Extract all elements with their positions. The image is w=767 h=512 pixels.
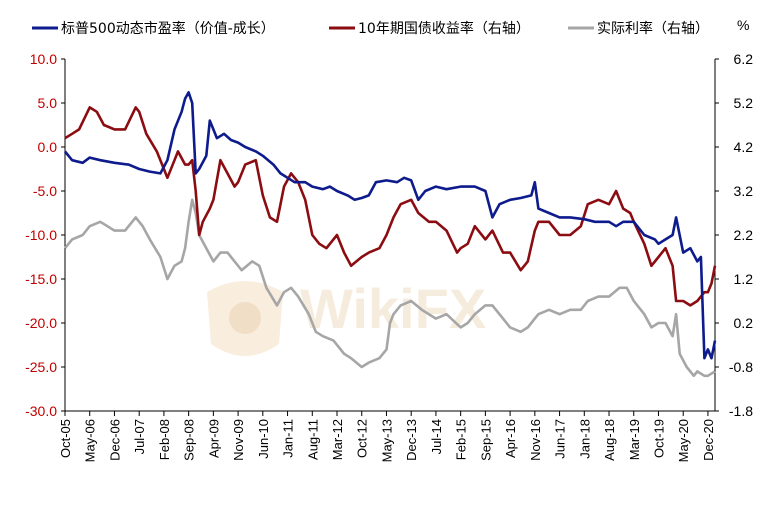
left-tick-label: 5.0: [38, 95, 58, 111]
x-tick-label: May-06: [83, 419, 98, 462]
x-tick-label: Nov-09: [231, 419, 246, 461]
x-tick-label: Sep-08: [182, 419, 197, 461]
x-tick-label: Jul-14: [429, 419, 444, 454]
left-tick-label: 10.0: [30, 51, 57, 67]
x-tick-label: Sep-15: [478, 419, 493, 461]
right-tick-label: -1.8: [729, 403, 753, 419]
x-tick-label: Apr-09: [206, 419, 221, 458]
x-tick-label: Apr-16: [503, 419, 518, 458]
x-tick-label: Jan-18: [577, 419, 592, 459]
left-tick-label: -30.0: [25, 403, 57, 419]
x-tick-label: Oct-12: [355, 419, 370, 458]
x-tick-label: Jun-10: [256, 419, 271, 459]
wikifx-logo-icon: [207, 281, 283, 356]
left-tick-label: -5.0: [33, 183, 57, 199]
watermark-text: WikiFX: [300, 277, 486, 340]
x-tick-label: Oct-05: [58, 419, 73, 458]
series-layer: [63, 91, 717, 378]
right-tick-label: 2.2: [734, 227, 754, 243]
x-tick-label: Feb-15: [454, 419, 469, 460]
x-tick-label: Aug-18: [602, 419, 617, 461]
left-tick-label: -25.0: [25, 359, 57, 375]
left-tick-label: -10.0: [25, 227, 57, 243]
x-tick-label: May-20: [676, 419, 691, 462]
legend-label-1: 10年期国债收益率（右轴）: [358, 20, 530, 37]
right-tick-label: 1.2: [734, 271, 754, 287]
right-tick-label: 3.2: [734, 183, 754, 199]
axes: 10.0 5.0 0.0 -5.0 -10.0 -15.0 -20.0 -25.0 -30.0 6…: [25, 51, 753, 462]
series-line-1: [64, 106, 717, 307]
right-axis-unit: %: [737, 17, 749, 33]
left-tick-label: 0.0: [38, 139, 58, 155]
x-tick-label: Jan-11: [281, 419, 296, 458]
legend-label-2: 实际利率（右轴）: [597, 20, 709, 37]
right-tick-label: 0.2: [734, 315, 754, 331]
right-tick-label: 6.2: [734, 51, 754, 67]
series-line-2: [63, 198, 716, 378]
x-tick-label: Nov-16: [528, 419, 543, 461]
legend: 标普500动态市盈率（价值-成长） 10年期国债收益率（右轴） 实际利率（右轴）: [32, 20, 709, 37]
series-line-0: [63, 91, 717, 360]
x-tick-label: Aug-11: [305, 419, 320, 460]
right-tick-label: -0.8: [729, 359, 753, 375]
x-tick-label: Feb-08: [157, 419, 172, 460]
x-tick-label: Dec-13: [404, 419, 419, 461]
watermark: WikiFX: [207, 277, 486, 356]
x-tick-label: Oct-19: [651, 419, 666, 458]
x-tick-label: Dec-20: [701, 419, 716, 461]
right-tick-label: 4.2: [734, 139, 754, 155]
x-tick-label: Mar-19: [627, 419, 642, 460]
x-tick-label: Jul-07: [132, 419, 147, 454]
x-tick-label: Mar-12: [330, 419, 345, 460]
x-tick-label: Jun-17: [553, 419, 568, 459]
legend-label-0: 标普500动态市盈率（价值-成长）: [61, 20, 275, 37]
left-tick-label: -20.0: [25, 315, 57, 331]
x-tick-label: May-13: [379, 419, 394, 462]
x-tick-label: Dec-06: [107, 419, 122, 461]
right-tick-label: 5.2: [734, 95, 754, 111]
left-tick-label: -15.0: [25, 271, 57, 287]
